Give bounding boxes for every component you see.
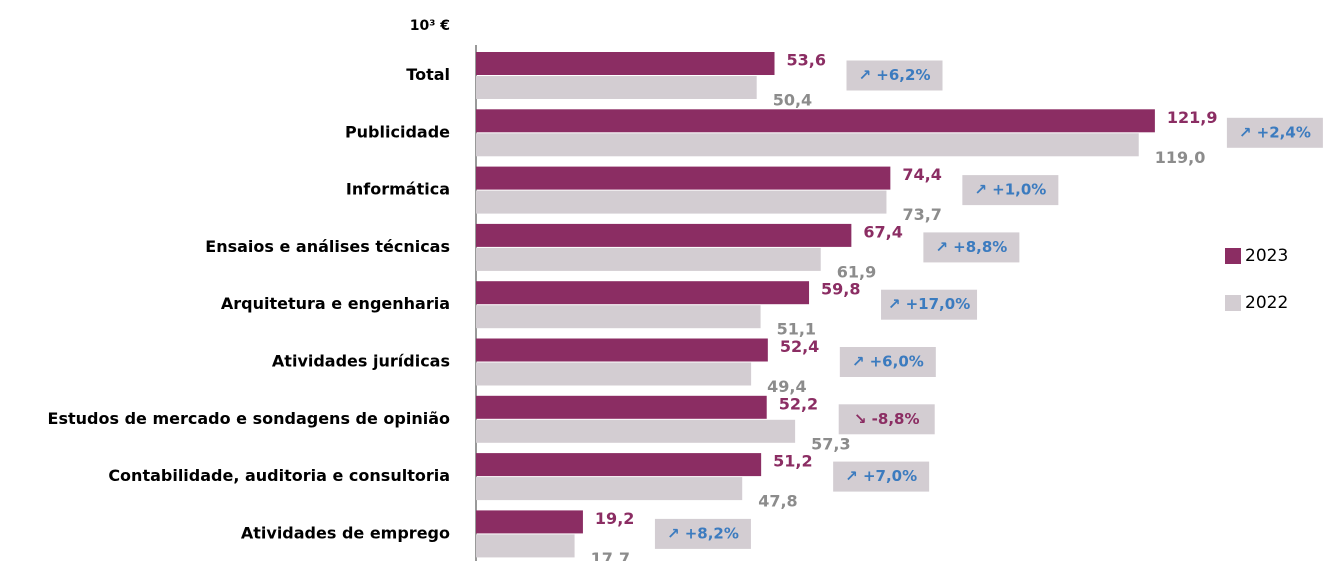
bar bbox=[476, 362, 752, 386]
value-label: 74,4 bbox=[902, 165, 941, 184]
annotation: ↗ +8,8% bbox=[935, 238, 1007, 256]
annotation-box bbox=[881, 289, 978, 320]
category-label: Publicidade bbox=[345, 122, 450, 141]
legend-label: 2022 bbox=[1245, 293, 1288, 313]
bar bbox=[476, 534, 575, 558]
annotation: ↗ +6,0% bbox=[852, 353, 924, 371]
annotation: ↗ +2,4% bbox=[1239, 123, 1311, 141]
value-label: 47,8 bbox=[758, 492, 797, 511]
value-label: 61,9 bbox=[837, 262, 876, 281]
value-label: 73,7 bbox=[902, 205, 941, 224]
annotation: ↗ +6,2% bbox=[859, 66, 931, 84]
value-label: 67,4 bbox=[863, 222, 902, 241]
legend-swatch bbox=[1225, 295, 1241, 311]
annotation-box bbox=[846, 60, 943, 91]
bar bbox=[476, 281, 810, 305]
value-label: 119,0 bbox=[1155, 148, 1206, 167]
annotation: ↗ +8,2% bbox=[667, 524, 739, 542]
bar bbox=[476, 166, 891, 190]
annotation: ↗ +7,0% bbox=[845, 467, 917, 485]
value-label: 57,3 bbox=[811, 434, 850, 453]
value-label: 19,2 bbox=[595, 509, 634, 528]
category-label: Total bbox=[406, 65, 450, 84]
axis-label: 10³ € bbox=[410, 18, 450, 34]
bar bbox=[476, 477, 743, 501]
legend-label: 2023 bbox=[1245, 246, 1288, 266]
value-label: 52,4 bbox=[780, 337, 819, 356]
annotation-box bbox=[962, 175, 1059, 206]
category-label: Atividades jurídicas bbox=[272, 352, 450, 371]
value-label: 50,4 bbox=[773, 91, 812, 110]
bar bbox=[476, 247, 821, 271]
bar bbox=[476, 223, 852, 247]
annotation-box bbox=[654, 518, 751, 549]
category-label: Ensaios e análises técnicas bbox=[205, 237, 450, 256]
bar bbox=[476, 510, 583, 534]
annotation: ↗ +1,0% bbox=[974, 181, 1046, 199]
bar bbox=[476, 305, 761, 329]
annotation-box bbox=[839, 347, 936, 377]
category-label: Informática bbox=[346, 180, 450, 199]
value-label: 53,6 bbox=[787, 51, 826, 70]
value-label: 17,7 bbox=[591, 549, 630, 561]
category-label: Estudos de mercado e sondagens de opiniã… bbox=[48, 409, 450, 428]
bar bbox=[476, 109, 1155, 133]
annotation: ↘ -8,8% bbox=[854, 410, 920, 428]
value-label: 52,2 bbox=[779, 394, 818, 413]
annotation: ↗ +17,0% bbox=[888, 295, 970, 313]
bar bbox=[476, 338, 768, 362]
annotation-box bbox=[838, 404, 935, 435]
category-label: Atividades de emprego bbox=[241, 523, 450, 542]
bar bbox=[476, 395, 767, 419]
legend-swatch bbox=[1225, 248, 1241, 264]
bar bbox=[476, 52, 775, 75]
annotation-box bbox=[1226, 117, 1323, 148]
category-label: Arquitetura e engenharia bbox=[221, 294, 450, 313]
value-label: 59,8 bbox=[821, 280, 860, 299]
annotation-box bbox=[833, 461, 930, 492]
value-label: 51,2 bbox=[773, 452, 812, 471]
category-label: Contabilidade, auditoria e consultoria bbox=[108, 466, 450, 485]
bar bbox=[476, 453, 762, 477]
value-label: 51,1 bbox=[777, 320, 816, 339]
bar bbox=[476, 419, 796, 443]
value-label: 49,4 bbox=[767, 377, 806, 396]
bar bbox=[476, 133, 1139, 157]
bar bbox=[476, 190, 887, 214]
annotation-box bbox=[923, 232, 1020, 263]
value-label: 121,9 bbox=[1167, 108, 1218, 127]
bar bbox=[476, 76, 757, 99]
